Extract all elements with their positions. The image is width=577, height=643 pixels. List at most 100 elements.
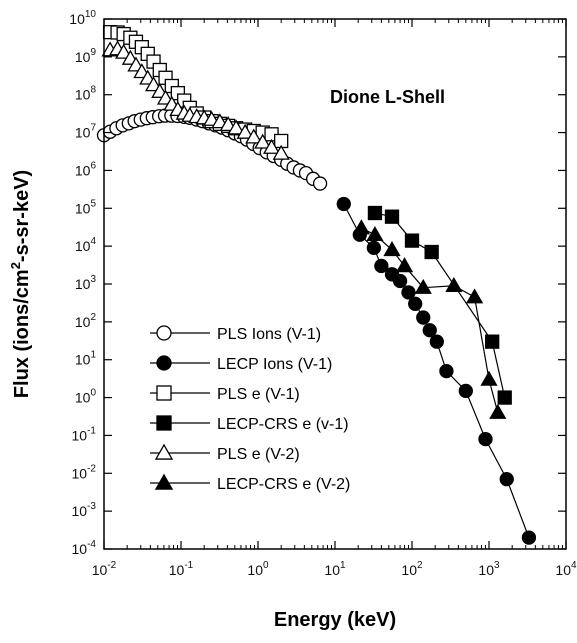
y-tick-label-14: 109 bbox=[75, 47, 97, 65]
series-4-point-6 bbox=[497, 390, 512, 405]
series-2-points bbox=[336, 196, 537, 545]
y-tick-label-6: 101 bbox=[75, 350, 97, 368]
y-tick-label-base: 10 bbox=[75, 49, 91, 65]
x-tick-label-1: 10-2 bbox=[92, 560, 117, 578]
y-tick-label-exponent: -1 bbox=[87, 425, 96, 436]
series-6-point-9 bbox=[489, 403, 507, 419]
y-tick-label-13: 108 bbox=[75, 85, 97, 103]
x-tick-label-base: 10 bbox=[247, 562, 263, 578]
x-tick-label-7: 104 bbox=[555, 560, 577, 578]
series-2-point-6 bbox=[392, 273, 408, 289]
y-tick-label-exponent: 1 bbox=[90, 350, 96, 361]
series-5-point-23 bbox=[254, 133, 272, 149]
y-tick-label-exponent: 2 bbox=[90, 312, 96, 323]
legend-entry-4: LECP-CRS e (v-1) bbox=[150, 415, 349, 433]
series-2-point-12 bbox=[439, 363, 454, 379]
x-tick-label-base: 10 bbox=[169, 562, 185, 578]
x-tick-label-base: 10 bbox=[478, 562, 494, 578]
y-tick-label-base: 10 bbox=[75, 125, 91, 141]
legend-label: LECP-CRS e (v-1) bbox=[217, 416, 349, 433]
y-tick-label-base: 10 bbox=[75, 352, 91, 368]
y-tick-label-8: 103 bbox=[75, 274, 97, 292]
y-tick-label-3: 10-2 bbox=[72, 463, 97, 481]
y-tick-label-exponent: 6 bbox=[90, 160, 96, 171]
series-6-point-8 bbox=[480, 370, 498, 386]
y-tick-label-exponent: 3 bbox=[90, 274, 96, 285]
series-4-point-2 bbox=[384, 209, 400, 224]
series-6-point-1 bbox=[352, 219, 370, 235]
y-tick-label-exponent: -2 bbox=[87, 463, 96, 474]
y-axis-title-superscript: 2 bbox=[8, 262, 23, 269]
series-2-point-3 bbox=[366, 240, 382, 256]
series-5-point-25 bbox=[272, 144, 290, 160]
x-tick-label-base: 10 bbox=[324, 562, 340, 578]
series-2-point-13 bbox=[458, 383, 473, 399]
y-tick-label-base: 10 bbox=[72, 427, 88, 443]
legend: PLS Ions (V-1) LECP Ions (V-1) PLS e (V-1)… bbox=[150, 325, 350, 493]
x-tick-label-exponent: 1 bbox=[340, 560, 346, 571]
series-2-point-7 bbox=[401, 285, 416, 300]
y-tick-label-base: 10 bbox=[75, 87, 91, 103]
series-4-point-1 bbox=[367, 205, 383, 221]
legend-entry-6: LECP-CRS e (V-2) bbox=[150, 473, 350, 493]
y-tick-label-exponent: 8 bbox=[90, 85, 96, 96]
y-tick-label-base: 10 bbox=[72, 541, 88, 557]
legend-entry-5: PLS e (V-2) bbox=[150, 443, 300, 463]
y-tick-label-7: 102 bbox=[75, 312, 97, 330]
legend-marker bbox=[156, 415, 172, 431]
x-tick-label-base: 10 bbox=[92, 562, 108, 578]
legend-entry-2: LECP Ions (V-1) bbox=[150, 355, 332, 373]
series-4-point-5 bbox=[485, 334, 500, 349]
y-tick-label-2: 10-3 bbox=[72, 501, 97, 519]
x-tick-label-3: 100 bbox=[247, 560, 269, 578]
x-tick-label-base: 10 bbox=[401, 562, 417, 578]
y-tick-label-4: 10-1 bbox=[72, 425, 97, 443]
y-tick-label-base: 10 bbox=[72, 465, 88, 481]
legend-entry-1: PLS Ions (V-1) bbox=[150, 325, 321, 343]
y-tick-label-exponent: 9 bbox=[90, 47, 96, 58]
series-2-point-14 bbox=[478, 431, 493, 447]
y-axis: 10-410-310-210-1100101102103104105106107… bbox=[69, 9, 566, 557]
y-tick-label-10: 105 bbox=[75, 198, 97, 216]
series-2-point-9 bbox=[416, 310, 431, 325]
x-tick-label-2: 10-1 bbox=[169, 560, 194, 578]
y-tick-label-base: 10 bbox=[75, 200, 91, 216]
x-axis: 10-2 10-1 100 101 102 103 104 bbox=[92, 19, 577, 578]
y-tick-label-15: 1010 bbox=[69, 9, 96, 27]
y-tick-label-exponent: -4 bbox=[87, 539, 96, 550]
x-tick-label-exponent: -2 bbox=[107, 560, 116, 571]
series-6-point-7 bbox=[465, 288, 484, 304]
y-tick-label-base: 10 bbox=[69, 11, 85, 27]
y-tick-label-exponent: 5 bbox=[90, 198, 96, 209]
y-tick-label-exponent: -3 bbox=[87, 501, 96, 512]
series-6-point-6 bbox=[445, 276, 463, 292]
series-2-point-8 bbox=[408, 296, 423, 311]
legend-label: PLS e (V-1) bbox=[217, 386, 300, 403]
y-tick-label-12: 107 bbox=[75, 123, 97, 141]
series-2-point-10 bbox=[422, 323, 437, 338]
legend-marker bbox=[156, 385, 172, 401]
series-markers bbox=[96, 24, 537, 545]
x-tick-label-6: 103 bbox=[478, 560, 500, 578]
y-axis-title-part-1: Flux (ions/cm bbox=[11, 269, 33, 398]
series-4-point-4 bbox=[424, 244, 439, 260]
legend-label: LECP-CRS e (V-2) bbox=[217, 476, 350, 493]
y-tick-label-base: 10 bbox=[75, 276, 91, 292]
y-tick-label-base: 10 bbox=[75, 162, 91, 178]
legend-marker bbox=[154, 473, 174, 490]
legend-label: PLS e (V-2) bbox=[217, 446, 300, 463]
y-tick-label-11: 106 bbox=[75, 160, 97, 178]
series-4-point-3 bbox=[404, 233, 420, 248]
series-2-point-1 bbox=[336, 196, 351, 212]
x-tick-label-4: 101 bbox=[324, 560, 346, 578]
series-1-point-35 bbox=[312, 176, 328, 191]
y-tick-label-exponent: 4 bbox=[90, 236, 96, 247]
series-2-point-11 bbox=[429, 334, 444, 349]
series-6-point-2 bbox=[366, 225, 384, 242]
series-6-point-5 bbox=[414, 278, 432, 294]
y-tick-label-9: 104 bbox=[75, 236, 97, 254]
x-tick-label-5: 102 bbox=[401, 560, 423, 578]
series-2-point-16 bbox=[521, 530, 537, 545]
y-tick-label-1: 10-4 bbox=[72, 539, 97, 557]
